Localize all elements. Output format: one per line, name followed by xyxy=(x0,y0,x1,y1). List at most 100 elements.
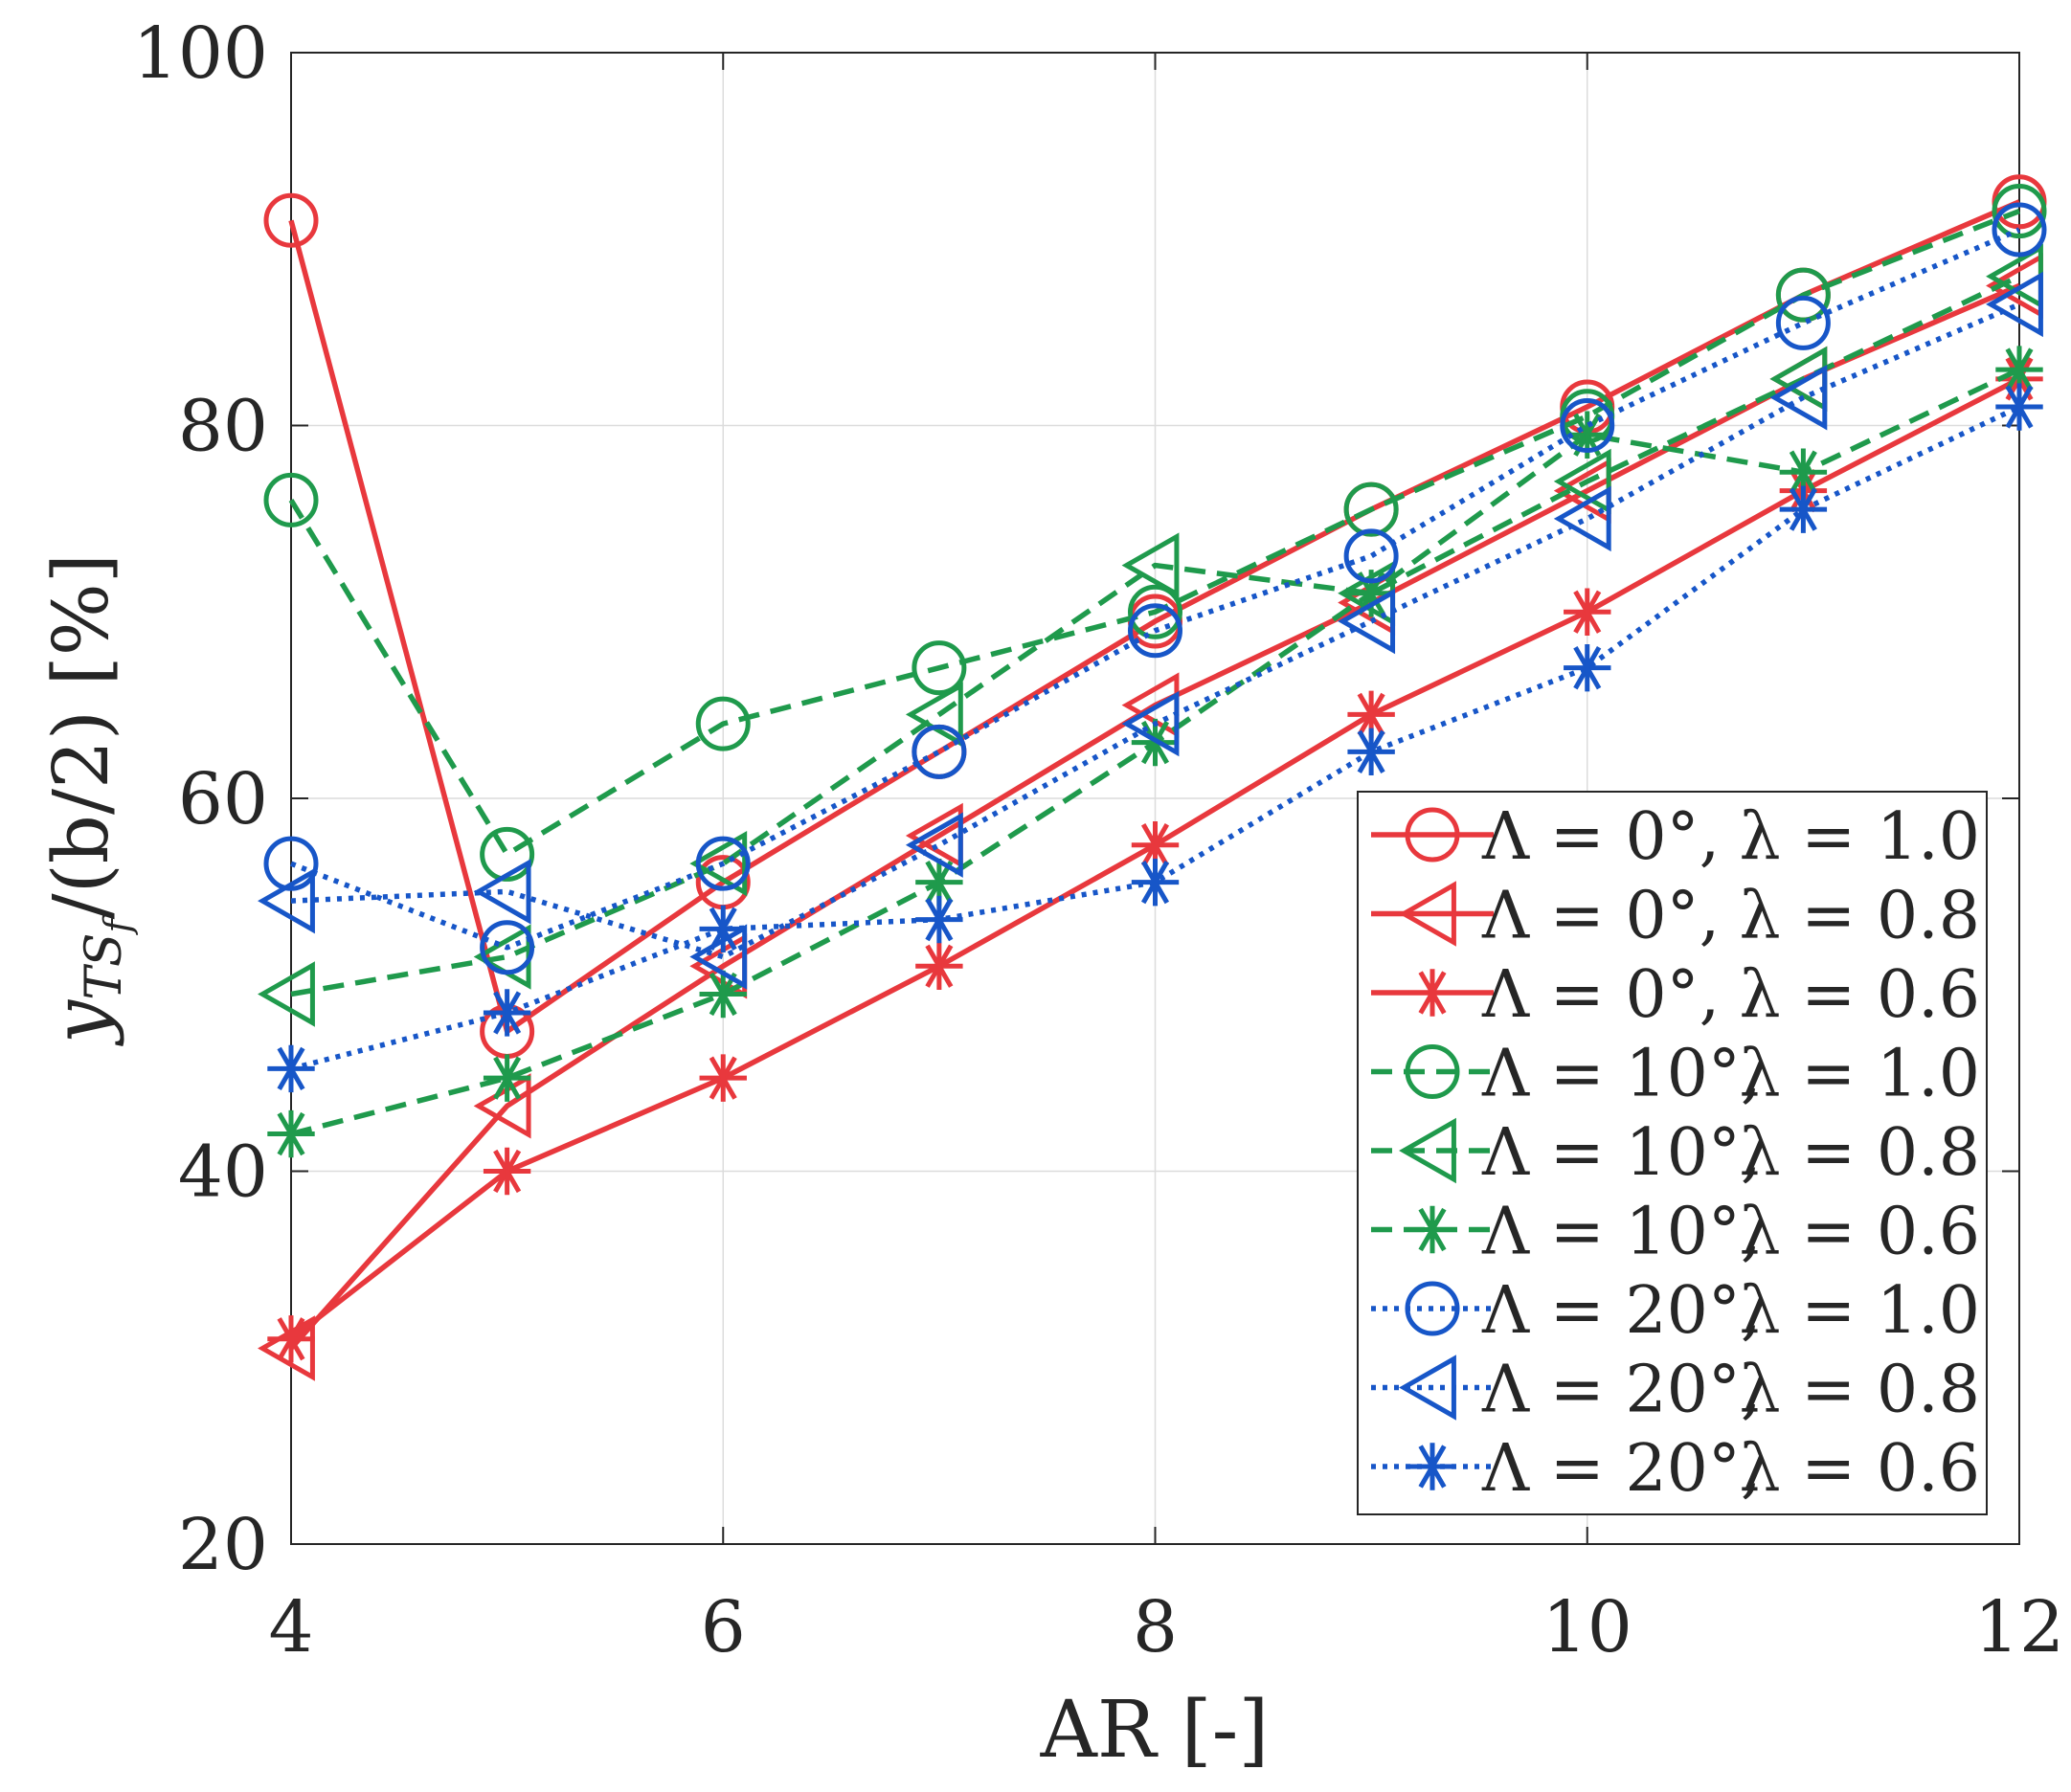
y-axis-label-rest: /(b/2) [%] xyxy=(36,553,125,919)
marker-asterisk xyxy=(267,1315,315,1363)
y-tick-label: 80 xyxy=(178,386,268,468)
marker-triangle-left xyxy=(258,961,315,1027)
marker-asterisk xyxy=(1408,969,1456,1017)
series-line xyxy=(288,208,2020,858)
legend-entry: Λ = 20°,λ = 0.8 xyxy=(1371,1353,1980,1428)
marker-circle xyxy=(1128,584,1182,639)
marker-triangle-left xyxy=(1553,448,1611,515)
x-tick-label: 10 xyxy=(1542,1586,1632,1669)
legend-sweep-label: Λ = 20°, xyxy=(1481,1273,1761,1349)
y-tick-label: 100 xyxy=(133,12,268,95)
marker-triangle-left xyxy=(1399,1117,1456,1184)
legend-entry: Λ = 10°,λ = 0.6 xyxy=(1371,1195,1980,1270)
marker-circle xyxy=(1405,1044,1460,1099)
series-8 xyxy=(258,271,2043,990)
series-9 xyxy=(267,383,2043,1093)
marker-circle xyxy=(695,836,751,891)
legend-entry: Λ = 0°, λ = 1.0 xyxy=(1371,799,1980,875)
legend-sweep-label: Λ = 10°, xyxy=(1481,1195,1761,1270)
marker-circle xyxy=(1405,1281,1460,1336)
x-tick-label: 4 xyxy=(268,1586,313,1669)
marker-asterisk xyxy=(1347,690,1395,739)
legend-taper-label: λ = 1.0 xyxy=(1740,1273,1980,1349)
marker-circle xyxy=(1343,482,1399,537)
marker-triangle-left xyxy=(1769,365,1828,431)
marker-asterisk xyxy=(915,895,963,944)
marker-circle xyxy=(1405,807,1460,862)
marker-triangle-left xyxy=(1553,485,1611,552)
marker-asterisk xyxy=(1564,588,1611,636)
marker-asterisk xyxy=(483,1054,531,1102)
marker-circle xyxy=(480,826,535,882)
marker-circle xyxy=(912,724,967,779)
x-tick-label: 6 xyxy=(701,1586,746,1669)
marker-circle xyxy=(480,920,535,975)
series-4 xyxy=(263,184,2047,882)
marker-triangle-left xyxy=(1986,271,2043,338)
y-tick-label: 60 xyxy=(178,758,268,840)
marker-circle xyxy=(1992,202,2047,258)
legend-taper-label: λ = 1.0 xyxy=(1740,799,1980,875)
legend-taper-label: λ = 0.6 xyxy=(1740,1431,1980,1507)
legend-entry: Λ = 20°,λ = 1.0 xyxy=(1371,1273,1980,1349)
marker-asterisk xyxy=(1995,383,2043,431)
series-line xyxy=(288,199,2021,1035)
legend-sweep-label: Λ = 0°, xyxy=(1481,957,1720,1033)
marker-asterisk xyxy=(699,1054,747,1102)
marker-circle xyxy=(1775,295,1831,350)
legend: Λ = 0°, λ = 1.0 Λ = 0°, λ = 0.8 Λ = 0°, λ = 0… xyxy=(1357,791,1988,1515)
legend-taper-label: λ = 1.0 xyxy=(1740,1037,1980,1112)
legend-sweep-label: Λ = 20°, xyxy=(1481,1353,1761,1428)
marker-circle xyxy=(1775,267,1831,323)
y-axis-label: yTSf/(b/2) [%] xyxy=(36,553,139,1046)
y-axis-label-var: y xyxy=(36,998,125,1046)
marker-circle xyxy=(263,192,319,248)
marker-triangle-left xyxy=(1399,881,1456,947)
marker-triangle-left xyxy=(473,1073,531,1139)
marker-asterisk xyxy=(267,1109,315,1158)
legend-entry: Λ = 10°,λ = 1.0 xyxy=(1371,1037,1980,1112)
marker-triangle-left xyxy=(1338,588,1396,655)
legend-taper-label: λ = 0.6 xyxy=(1740,1195,1980,1270)
marker-triangle-left xyxy=(1121,532,1180,598)
marker-asterisk xyxy=(483,1147,531,1196)
marker-asterisk xyxy=(1131,858,1180,907)
series-group xyxy=(258,174,2047,1381)
marker-asterisk xyxy=(1995,346,2043,393)
marker-asterisk xyxy=(267,1044,315,1093)
x-tick-label: 8 xyxy=(1133,1586,1178,1669)
series-line xyxy=(290,302,2021,960)
axis-ticks: 4 6 8 10 12 20 40 60 80 100 xyxy=(133,12,2064,1669)
marker-triangle-left xyxy=(258,867,315,934)
marker-asterisk xyxy=(1408,1205,1456,1254)
series-line xyxy=(290,274,2021,997)
legend-taper-label: λ = 0.8 xyxy=(1740,1115,1980,1191)
marker-asterisk xyxy=(483,989,531,1037)
marker-circle xyxy=(695,696,751,751)
x-tick-label: 12 xyxy=(1974,1586,2064,1669)
y-tick-label: 20 xyxy=(178,1504,268,1586)
marker-asterisk xyxy=(699,905,747,953)
marker-triangle-left xyxy=(1399,1355,1456,1421)
marker-asterisk xyxy=(1131,820,1180,869)
marker-circle xyxy=(1992,184,2047,239)
legend-sweep-label: Λ = 10°, xyxy=(1481,1037,1761,1112)
x-axis-label: AR [-] xyxy=(1040,1685,1270,1776)
marker-asterisk xyxy=(699,970,747,1019)
marker-circle xyxy=(1560,398,1615,453)
marker-asterisk xyxy=(1779,485,1828,533)
marker-circle xyxy=(1343,528,1399,584)
marker-triangle-left xyxy=(473,859,531,925)
marker-asterisk xyxy=(1779,448,1828,496)
marker-circle xyxy=(1128,603,1182,659)
legend-sweep-label: Λ = 20°, xyxy=(1481,1431,1761,1507)
marker-circle xyxy=(263,836,319,891)
legend-sweep-label: Λ = 0°, xyxy=(1481,799,1720,875)
marker-asterisk xyxy=(915,942,963,990)
marker-triangle-left xyxy=(1121,690,1180,757)
marker-circle xyxy=(912,640,967,696)
series-line xyxy=(290,404,2021,1072)
legend-entry: Λ = 20°,λ = 0.6 xyxy=(1371,1431,1980,1507)
legend-taper-label: λ = 0.8 xyxy=(1740,1353,1980,1428)
